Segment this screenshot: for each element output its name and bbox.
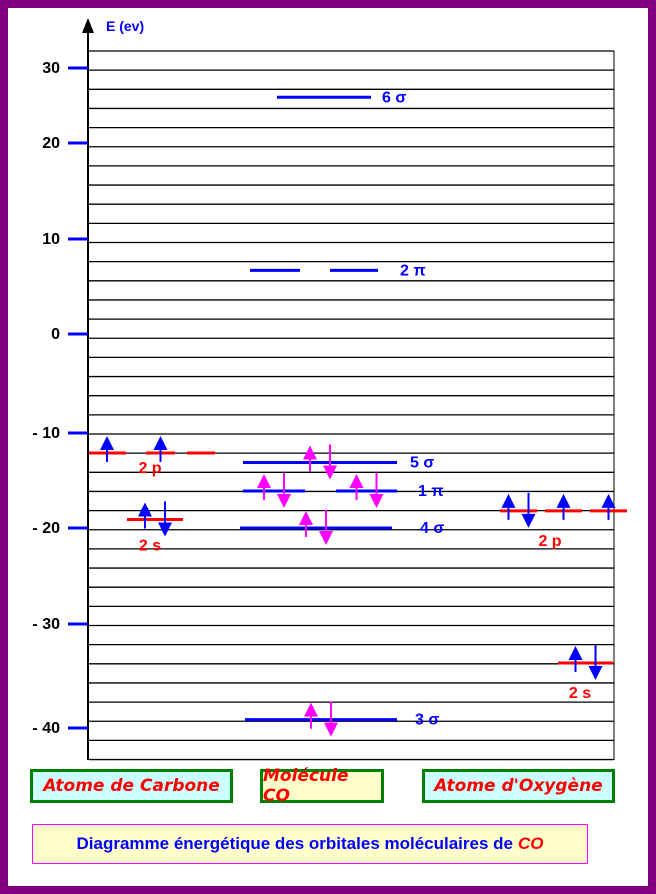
oxygen-atom-label: Atome d'Oxygène xyxy=(434,776,603,796)
molecule-orbital-label: 5 σ xyxy=(410,454,434,471)
molecule-orbital-label: 3 σ xyxy=(415,712,439,729)
electron-up-arrow-icon xyxy=(257,473,271,488)
energy-diagram: E (ev) 30 20 10 0 - 10 - 20 - 30 - 40 2 p 2 s 6 σ 2 … xyxy=(32,18,627,761)
oxygen-atom-box: Atome d'Oxygène xyxy=(422,769,615,803)
electron-down-arrow-icon xyxy=(521,513,536,528)
caption-text: Diagramme énergétique des orbitales molé… xyxy=(76,834,514,853)
axis-tick-label: - 30 xyxy=(32,616,60,633)
axis-tick-label: - 20 xyxy=(32,520,60,537)
molecule-orbital-label: 1 π xyxy=(418,483,444,500)
molecule-orbital-label: 6 σ xyxy=(382,89,406,106)
electron-down-arrow-icon xyxy=(158,522,172,537)
axis-arrow-icon xyxy=(82,18,94,33)
oxygen-orbital-label: 2 p xyxy=(538,533,561,550)
axis-label: E (ev) xyxy=(106,18,144,34)
axis-tick-label: 30 xyxy=(42,60,60,77)
carbon-orbital-label: 2 s xyxy=(139,537,161,554)
molecule-orbital-label: 2 π xyxy=(400,262,426,279)
electron-up-arrow-icon xyxy=(100,435,114,450)
carbon-orbital-label: 2 p xyxy=(138,460,161,477)
electron-up-arrow-icon xyxy=(601,493,616,508)
carbon-atom-label: Atome de Carbone xyxy=(43,776,220,796)
electron-up-arrow-icon xyxy=(304,702,318,717)
axis-tick-label: - 10 xyxy=(32,425,60,442)
axis-tick-label: 20 xyxy=(42,135,60,152)
electron-up-arrow-icon xyxy=(556,493,571,508)
electron-down-arrow-icon xyxy=(323,465,337,480)
molecule-orbital-label: 4 σ xyxy=(420,520,444,537)
electron-up-arrow-icon xyxy=(153,435,168,450)
electron-down-arrow-icon xyxy=(588,666,603,680)
electron-up-arrow-icon xyxy=(138,502,152,517)
electron-up-arrow-icon xyxy=(568,646,583,660)
electron-down-arrow-icon xyxy=(319,531,333,545)
axis-tick-label: - 40 xyxy=(32,720,60,737)
electron-up-arrow-icon xyxy=(349,473,364,488)
electron-up-arrow-icon xyxy=(299,511,313,525)
caption-highlight: CO xyxy=(518,834,544,853)
diagram-caption: Diagramme énergétique des orbitales molé… xyxy=(32,824,588,864)
electron-up-arrow-icon xyxy=(501,493,516,508)
axis-tick-label: 10 xyxy=(42,231,60,248)
electron-down-arrow-icon xyxy=(369,493,384,508)
electron-down-arrow-icon xyxy=(277,493,291,508)
co-molecule-label: Molécule CO xyxy=(263,766,349,806)
co-molecule-box: Molécule CO xyxy=(260,766,384,806)
oxygen-orbital-label: 2 s xyxy=(569,685,591,702)
axis-tick-label: 0 xyxy=(51,326,60,343)
electron-up-arrow-icon xyxy=(303,445,317,460)
carbon-atom-box: Atome de Carbone xyxy=(30,769,233,803)
electron-down-arrow-icon xyxy=(324,722,338,737)
